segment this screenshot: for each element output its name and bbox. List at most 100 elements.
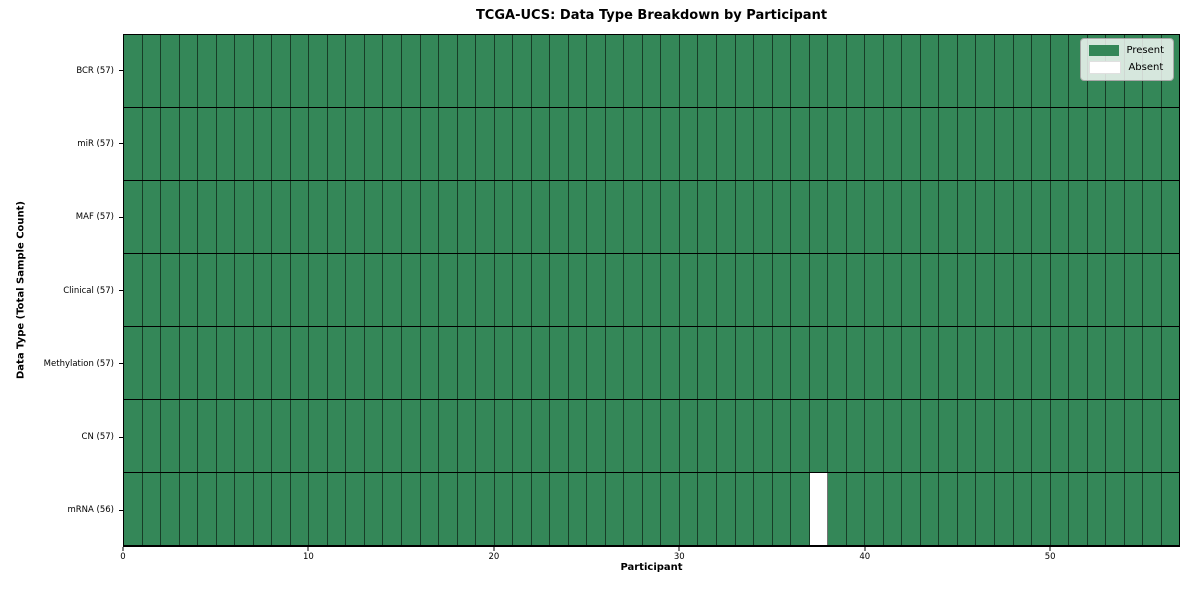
heatmap-cell: [290, 254, 310, 326]
heatmap-cell: [439, 108, 458, 180]
heatmap-cell: [754, 327, 773, 399]
heatmap-cell: [383, 108, 402, 180]
heatmap-cell: [828, 254, 847, 326]
heatmap-cell: [791, 108, 810, 180]
heatmap-cell: [439, 327, 458, 399]
heatmap-row-miR: [124, 108, 1180, 181]
heatmap-cell: [457, 254, 477, 326]
heatmap-cell: [1032, 181, 1051, 253]
heatmap-cell: [401, 400, 421, 472]
heatmap-cell: [809, 181, 829, 253]
heatmap-cell: [309, 181, 328, 253]
heatmap-cell: [809, 473, 829, 545]
heatmap-cell: [383, 181, 402, 253]
heatmap-cell: [568, 35, 588, 107]
heatmap-cell: [976, 35, 995, 107]
heatmap-cell: [327, 400, 347, 472]
x-tick-mark: [493, 547, 495, 551]
heatmap-cell: [846, 473, 866, 545]
heatmap-cell: [253, 327, 273, 399]
heatmap-cell: [735, 35, 755, 107]
heatmap-cell: [883, 327, 903, 399]
heatmap-cell: [939, 35, 958, 107]
heatmap-cell: [457, 473, 477, 545]
legend-swatch-icon: [1089, 45, 1120, 56]
heatmap-cell: [161, 327, 180, 399]
heatmap-cell: [902, 108, 921, 180]
heatmap-cell: [698, 108, 717, 180]
heatmap-cell: [494, 181, 514, 253]
heatmap-cell: [401, 35, 421, 107]
heatmap-cell: [865, 35, 884, 107]
heatmap-cell: [1050, 181, 1070, 253]
heatmap-cell: [791, 327, 810, 399]
heatmap-cell: [179, 181, 199, 253]
heatmap-cell: [327, 473, 347, 545]
heatmap-cell: [976, 108, 995, 180]
heatmap-cell: [791, 35, 810, 107]
heatmap-cell: [216, 327, 236, 399]
heatmap-cell: [476, 108, 495, 180]
heatmap-cell: [1069, 473, 1088, 545]
heatmap-cell: [920, 473, 940, 545]
heatmap-cell: [550, 254, 569, 326]
heatmap-cell: [327, 327, 347, 399]
heatmap-cell: [902, 327, 921, 399]
y-tick-label: Clinical (57): [63, 285, 114, 296]
heatmap-cell: [994, 473, 1014, 545]
heatmap-cell: [605, 327, 625, 399]
heatmap-cell: [142, 400, 162, 472]
heatmap-cell: [920, 108, 940, 180]
heatmap-cell: [272, 254, 291, 326]
heatmap-cell: [1087, 254, 1107, 326]
heatmap-cell: [605, 108, 625, 180]
y-tick-mark: [119, 363, 123, 365]
heatmap-cell: [1050, 400, 1070, 472]
heatmap-cell: [290, 400, 310, 472]
heatmap-cell: [679, 35, 699, 107]
heatmap-cell: [624, 400, 643, 472]
y-tick-mark: [119, 143, 123, 145]
heatmap-cell: [272, 181, 291, 253]
heatmap-cell: [920, 181, 940, 253]
heatmap-cell: [513, 327, 532, 399]
heatmap-cell: [717, 254, 736, 326]
heatmap-cell: [883, 254, 903, 326]
heatmap-cell: [1087, 473, 1107, 545]
heatmap-cell: [124, 400, 143, 472]
y-tick-label: CN (57): [81, 432, 114, 443]
heatmap-cell: [235, 108, 254, 180]
heatmap-cell: [1050, 35, 1070, 107]
legend-label: Present: [1126, 45, 1164, 56]
heatmap-cell: [198, 181, 217, 253]
heatmap-cell: [513, 181, 532, 253]
heatmap-cell: [920, 400, 940, 472]
heatmap-cell: [1032, 35, 1051, 107]
x-tick-label: 20: [488, 552, 500, 562]
heatmap-cell: [624, 35, 643, 107]
heatmap-cell: [420, 254, 440, 326]
heatmap-cell: [939, 473, 958, 545]
heatmap-cell: [661, 400, 680, 472]
heatmap-cell: [198, 327, 217, 399]
heatmap-cell: [161, 473, 180, 545]
heatmap-cell: [476, 327, 495, 399]
heatmap-cell: [865, 254, 884, 326]
heatmap-cell: [253, 181, 273, 253]
heatmap-cell: [661, 327, 680, 399]
heatmap-cell: [420, 327, 440, 399]
heatmap-cell: [717, 108, 736, 180]
heatmap-cell: [383, 35, 402, 107]
x-tick-label: 50: [1044, 552, 1056, 562]
heatmap-cell: [457, 108, 477, 180]
heatmap-cell: [624, 181, 643, 253]
heatmap-cell: [1124, 400, 1144, 472]
heatmap-cell: [754, 181, 773, 253]
heatmap-cell: [457, 327, 477, 399]
heatmap-cell: [198, 400, 217, 472]
heatmap-cell: [661, 35, 680, 107]
heatmap-cell: [920, 35, 940, 107]
heatmap-cell: [994, 254, 1014, 326]
heatmap-cell: [1032, 327, 1051, 399]
legend-swatch-icon: [1089, 61, 1122, 74]
